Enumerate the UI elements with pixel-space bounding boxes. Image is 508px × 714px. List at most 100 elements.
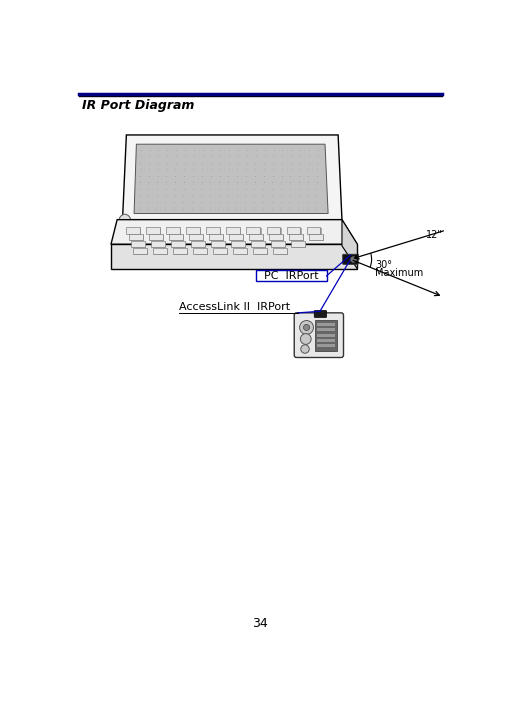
Polygon shape — [122, 135, 342, 220]
Bar — [270, 235, 284, 241]
Polygon shape — [111, 220, 357, 244]
Bar — [309, 234, 323, 241]
Bar — [153, 248, 167, 254]
Bar — [129, 234, 143, 241]
Bar — [317, 339, 335, 342]
Circle shape — [303, 324, 310, 331]
Bar — [310, 235, 324, 241]
FancyBboxPatch shape — [294, 313, 343, 358]
Bar — [187, 228, 202, 234]
Bar — [149, 234, 163, 241]
Bar — [212, 242, 226, 248]
Bar — [267, 227, 280, 233]
Bar — [287, 227, 300, 233]
Bar — [208, 228, 221, 234]
Bar — [275, 249, 289, 255]
Bar — [308, 228, 322, 234]
Bar — [152, 242, 166, 248]
Bar — [131, 241, 145, 247]
Text: 30°: 30° — [375, 261, 392, 271]
Bar — [192, 242, 206, 248]
Bar — [150, 235, 164, 241]
Circle shape — [300, 321, 313, 334]
Bar — [252, 242, 266, 248]
Bar — [230, 235, 244, 241]
Bar — [172, 242, 186, 248]
Bar — [292, 242, 306, 248]
Bar — [247, 228, 262, 234]
Bar — [174, 249, 188, 255]
Bar — [132, 242, 146, 248]
Bar — [235, 249, 248, 255]
Bar — [214, 249, 229, 255]
Bar — [289, 234, 303, 241]
Bar — [306, 227, 321, 233]
Bar — [271, 241, 285, 247]
Bar — [288, 228, 302, 234]
Bar — [170, 235, 184, 241]
Bar — [173, 248, 187, 254]
Bar — [317, 328, 335, 331]
Text: 12": 12" — [426, 230, 442, 240]
FancyBboxPatch shape — [343, 254, 358, 264]
FancyBboxPatch shape — [314, 311, 327, 318]
Bar — [154, 249, 168, 255]
Text: PC  IRPort: PC IRPort — [264, 271, 319, 281]
Bar — [151, 241, 165, 247]
Bar — [227, 227, 240, 233]
Bar — [232, 242, 246, 248]
Bar — [147, 228, 162, 234]
Bar — [255, 249, 268, 255]
Bar — [186, 227, 200, 233]
Bar — [169, 234, 182, 241]
Bar — [191, 241, 205, 247]
Bar — [315, 320, 337, 351]
Bar — [130, 235, 144, 241]
Bar — [206, 227, 220, 233]
Polygon shape — [111, 244, 357, 269]
Bar — [273, 248, 288, 254]
Bar — [317, 323, 335, 326]
Bar — [233, 248, 247, 254]
Bar — [272, 242, 286, 248]
Bar — [268, 228, 281, 234]
Bar — [249, 234, 263, 241]
Bar — [250, 235, 264, 241]
Bar — [167, 227, 180, 233]
Bar — [194, 248, 207, 254]
Bar — [291, 241, 305, 247]
Bar — [133, 248, 147, 254]
Bar — [128, 228, 141, 234]
Circle shape — [300, 333, 311, 344]
Text: IR Port Diagram: IR Port Diagram — [82, 99, 194, 112]
Bar — [126, 227, 140, 233]
Bar — [171, 241, 185, 247]
Bar — [246, 227, 261, 233]
Bar — [211, 241, 225, 247]
Text: AccessLink II  IRPort: AccessLink II IRPort — [179, 302, 290, 312]
Bar — [146, 227, 160, 233]
Bar — [189, 234, 203, 241]
Bar — [251, 241, 265, 247]
Bar — [135, 249, 148, 255]
Bar — [269, 234, 282, 241]
Ellipse shape — [119, 214, 131, 230]
Bar — [195, 249, 208, 255]
Text: 34: 34 — [252, 617, 268, 630]
Bar — [190, 235, 204, 241]
Bar — [213, 248, 227, 254]
Bar — [317, 333, 335, 337]
Polygon shape — [134, 144, 328, 213]
Polygon shape — [342, 220, 357, 269]
Bar — [231, 241, 245, 247]
Bar — [229, 234, 243, 241]
Bar — [168, 228, 181, 234]
Bar — [209, 234, 223, 241]
Bar — [317, 344, 335, 348]
Text: Maximum: Maximum — [375, 268, 423, 278]
Bar — [228, 228, 241, 234]
Bar — [210, 235, 224, 241]
Bar — [290, 235, 304, 241]
Bar — [253, 248, 267, 254]
Circle shape — [301, 345, 309, 353]
